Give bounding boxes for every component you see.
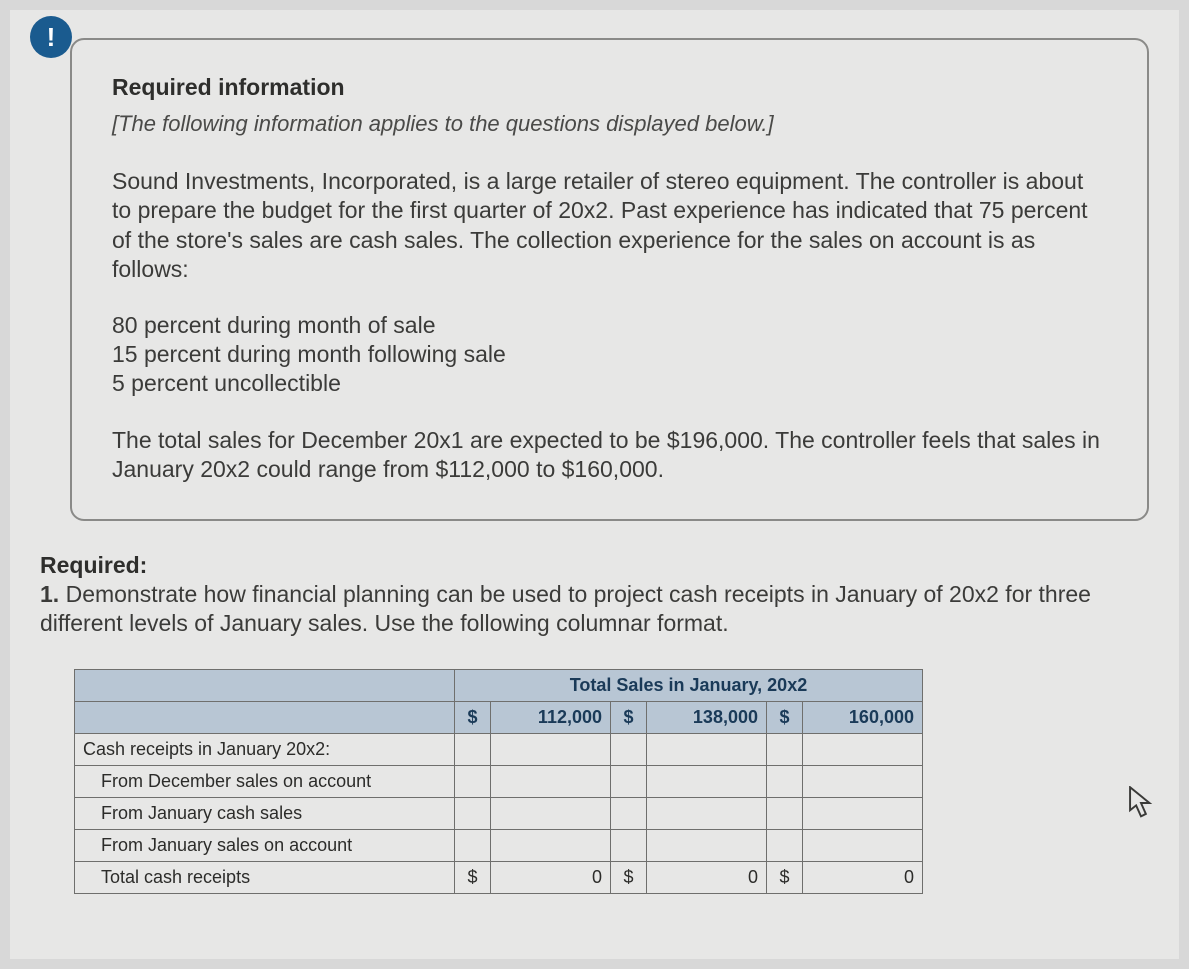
input-r3c2[interactable] [655,835,758,856]
cell-input-r3c2[interactable] [647,829,767,861]
row-label-0: Cash receipts in January 20x2: [75,733,455,765]
input-r2c2[interactable] [655,803,758,824]
cell-cur [611,733,647,765]
collection-line-3: 5 percent uncollectible [112,369,1107,398]
header-blank-2 [75,701,455,733]
alert-badge-glyph: ! [47,22,56,52]
cell-cur [611,765,647,797]
cell-input-r3c1[interactable] [491,829,611,861]
total-cur-3: $ [767,861,803,893]
page-container: ! Required information [The following in… [10,10,1179,959]
input-r3c1[interactable] [499,835,602,856]
cell-input-r1c1[interactable] [491,765,611,797]
cell-cur [455,733,491,765]
row-label-2: From January cash sales [75,797,455,829]
input-r1c2[interactable] [655,771,758,792]
question-1-text: Demonstrate how financial planning can b… [40,581,1091,636]
input-r0c1[interactable] [499,739,602,760]
cell-input-r3c3[interactable] [803,829,923,861]
cell-input-r0c1[interactable] [491,733,611,765]
cell-cur [767,733,803,765]
total-val-2: 0 [647,861,767,893]
table-row: From January cash sales [75,797,923,829]
table-row: Cash receipts in January 20x2: [75,733,923,765]
table-row-total: Total cash receipts $ 0 $ 0 $ 0 [75,861,923,893]
header-blank [75,669,455,701]
cell-cur [455,829,491,861]
row-label-3: From January sales on account [75,829,455,861]
header-col-3: 160,000 [803,701,923,733]
header-col-2: 138,000 [647,701,767,733]
header-cur-1: $ [455,701,491,733]
cell-cur [455,797,491,829]
header-col-1: 112,000 [491,701,611,733]
info-para-1: Sound Investments, Incorporated, is a la… [112,167,1107,285]
total-val-3: 0 [803,861,923,893]
table-row: From January sales on account [75,829,923,861]
cell-cur [767,797,803,829]
cell-input-r2c2[interactable] [647,797,767,829]
collection-line-1: 80 percent during month of sale [112,311,1107,340]
required-block: Required: 1. Demonstrate how financial p… [40,551,1149,639]
cell-input-r1c2[interactable] [647,765,767,797]
info-box: Required information [The following info… [70,38,1149,521]
cell-input-r0c3[interactable] [803,733,923,765]
cell-input-r1c3[interactable] [803,765,923,797]
cell-cur [455,765,491,797]
cell-cur [611,797,647,829]
total-cur-1: $ [455,861,491,893]
info-para-2: The total sales for December 20x1 are ex… [112,426,1107,485]
cursor-icon [1127,786,1155,820]
input-r1c1[interactable] [499,771,602,792]
collection-list: 80 percent during month of sale 15 perce… [112,311,1107,398]
total-val-1: 0 [491,861,611,893]
input-r0c3[interactable] [811,739,914,760]
question-1-prefix: 1. [40,581,66,607]
required-label: Required: [40,552,147,578]
row-label-4: Total cash receipts [75,861,455,893]
cell-cur [767,829,803,861]
table-header-row-1: Total Sales in January, 20x2 [75,669,923,701]
question-1: 1. Demonstrate how financial planning ca… [40,581,1091,636]
total-cur-2: $ [611,861,647,893]
input-r3c3[interactable] [811,835,914,856]
info-heading: Required information [112,74,1107,101]
worksheet-table: Total Sales in January, 20x2 $ 112,000 $… [74,669,923,894]
cell-input-r0c2[interactable] [647,733,767,765]
input-r1c3[interactable] [811,771,914,792]
collection-line-2: 15 percent during month following sale [112,340,1107,369]
cell-input-r2c3[interactable] [803,797,923,829]
alert-badge: ! [30,16,72,58]
row-label-1: From December sales on account [75,765,455,797]
header-cur-2: $ [611,701,647,733]
table-header-row-2: $ 112,000 $ 138,000 $ 160,000 [75,701,923,733]
input-r0c2[interactable] [655,739,758,760]
header-cur-3: $ [767,701,803,733]
cell-input-r2c1[interactable] [491,797,611,829]
cell-cur [767,765,803,797]
cell-cur [611,829,647,861]
input-r2c1[interactable] [499,803,602,824]
info-note: [The following information applies to th… [112,111,1107,137]
header-title: Total Sales in January, 20x2 [455,669,923,701]
input-r2c3[interactable] [811,803,914,824]
table-row: From December sales on account [75,765,923,797]
